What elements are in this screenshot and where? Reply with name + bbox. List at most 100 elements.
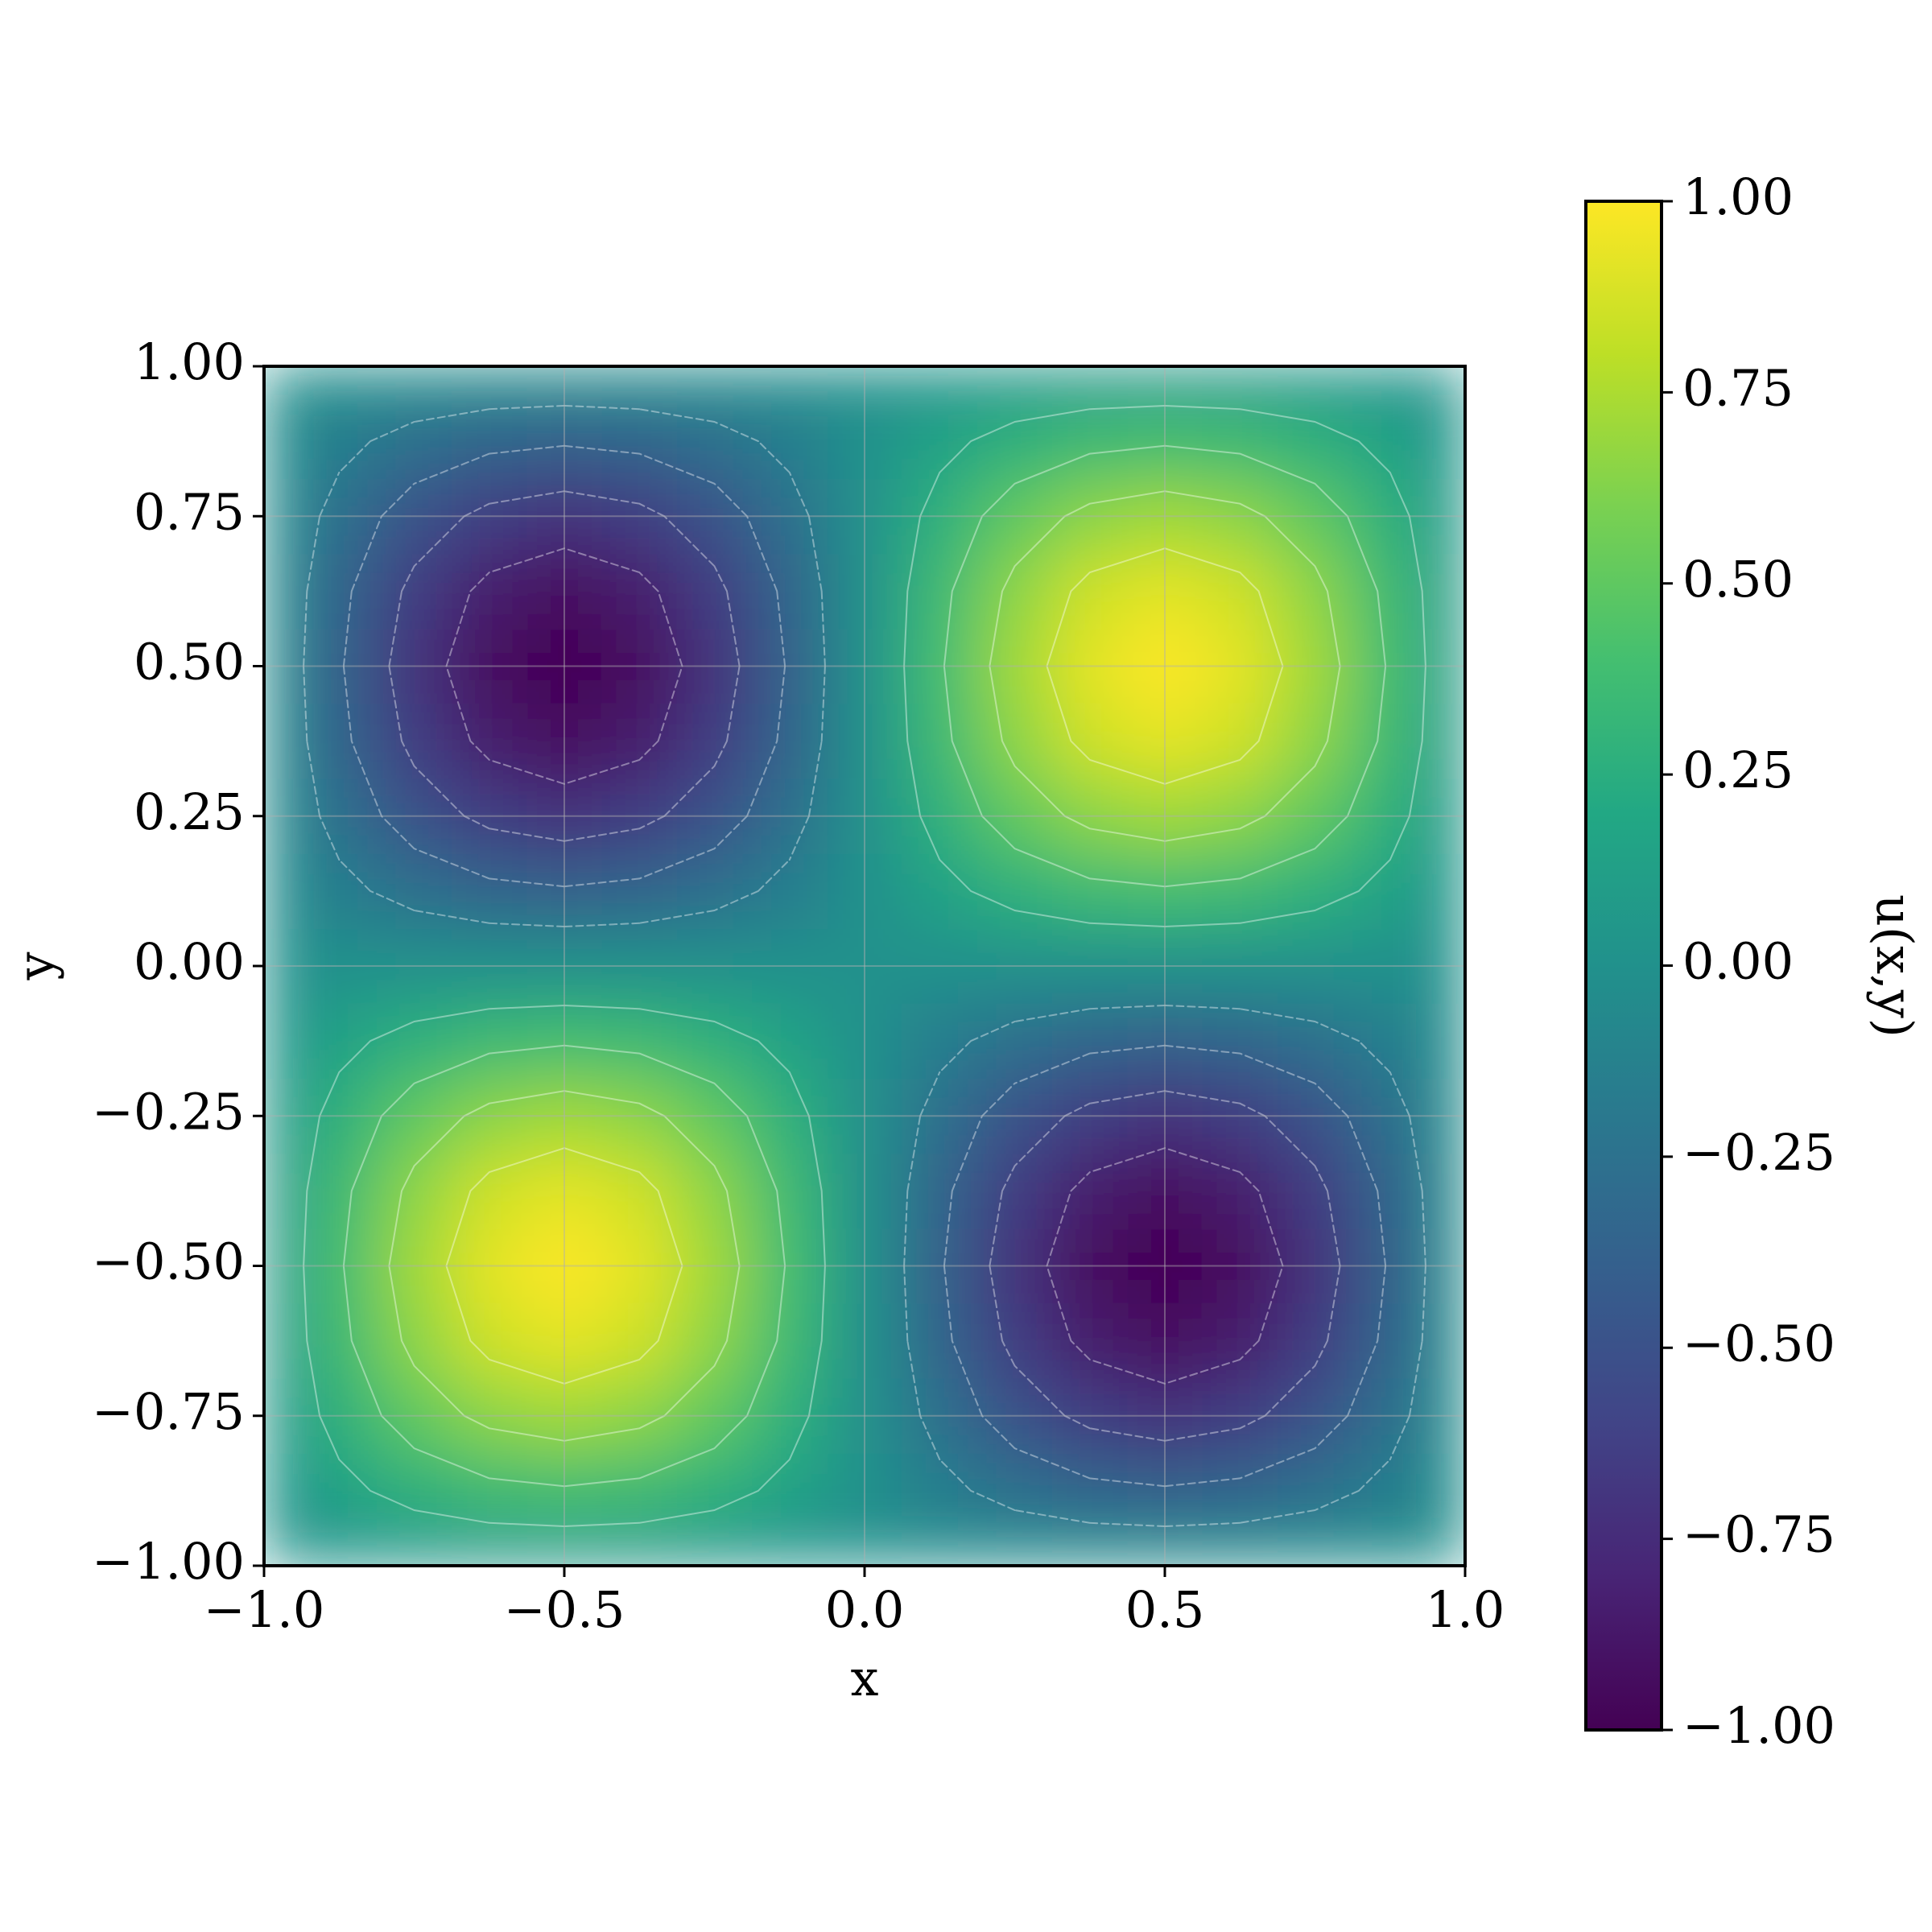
heat-cell [752,628,828,704]
heat-cell [752,366,828,405]
heat-cell [1427,553,1466,630]
heat-cell [752,778,828,854]
heat-cell [1277,1003,1353,1080]
heat-cell [976,478,1053,555]
heat-cell [752,853,828,929]
heat-cell [676,1528,753,1567]
heat-cell [1352,1303,1428,1379]
heat-cell [902,1228,978,1304]
heat-cell [1277,478,1353,555]
heat-cell [752,928,828,1005]
heat-cell [601,853,678,929]
heat-cell [676,1078,753,1154]
heat-cell [1202,1453,1278,1529]
heat-cell [676,553,753,630]
heat-cell [1352,1078,1428,1154]
heat-cell [1052,1003,1128,1080]
heat-cell [601,704,678,779]
heat-cell [902,366,978,405]
heat-cell [827,366,903,405]
heat-cell [827,704,903,779]
heat-cell [376,553,452,630]
heat-cell [452,1453,527,1529]
heat-cell [1202,1303,1278,1379]
heat-cell [902,853,978,929]
heat-cell [1127,853,1203,929]
heat-cell [526,704,603,779]
heat-cell [601,628,678,704]
heat-cell [376,704,452,779]
y-tick-label: −0.75 [92,1382,245,1441]
heat-cell [1052,366,1128,405]
heat-cell [376,366,452,405]
heat-cell [1352,928,1428,1005]
heat-cell [827,778,903,854]
y-tick-label: −0.25 [92,1082,245,1141]
heat-cell [601,553,678,630]
heat-cell [1127,403,1203,480]
heat-cell [1202,778,1278,854]
heat-cell [301,1453,378,1529]
heat-cell [1202,1153,1278,1229]
heat-cell [827,1078,903,1154]
heat-cell [301,553,378,630]
heat-cell [526,366,603,405]
heat-cell [827,1303,903,1379]
heat-cell [676,778,753,854]
heat-cell [1127,366,1203,405]
heat-cell [301,704,378,779]
heat-cell [827,1228,903,1304]
heat-cell [526,1078,603,1154]
x-tick-label: −1.0 [204,1580,325,1639]
y-tick-label: −0.50 [92,1232,245,1291]
heat-cell [376,403,452,480]
heat-cell [452,628,527,704]
heat-cell [452,1153,527,1229]
heat-cell [264,1378,303,1454]
heat-cell [827,928,903,1005]
heat-cell [1127,1453,1203,1529]
heat-cell [676,1228,753,1304]
heat-cell [264,1003,303,1080]
heat-cell [676,1153,753,1229]
heat-cell [452,1528,527,1567]
heat-cell [1352,778,1428,854]
heat-cell [1127,1303,1203,1379]
heat-cell [526,1153,603,1229]
heat-cell [827,1528,903,1567]
heat-cell [752,1003,828,1080]
heat-cell [902,1003,978,1080]
heat-cell [264,853,303,929]
heat-cell [976,704,1053,779]
heat-cell [1052,1078,1128,1154]
heat-cell [301,1303,378,1379]
heat-cell [676,704,753,779]
heat-cell [1202,928,1278,1005]
heat-cell [601,366,678,405]
heat-cell [676,1003,753,1080]
colorbar-tick-label: −1.00 [1682,1696,1835,1755]
heat-cell [1052,628,1128,704]
colorbar-tick-label: 1.00 [1682,167,1794,226]
heat-cell [452,553,527,630]
heat-cell [1352,853,1428,929]
heat-cell [1052,1303,1128,1379]
heat-cell [301,928,378,1005]
heat-cell [452,478,527,555]
y-tick-label: −1.00 [92,1532,245,1591]
heat-cell [1052,1378,1128,1454]
heat-cell [301,628,378,704]
heat-cell [752,1228,828,1304]
heat-cell [452,366,527,405]
heat-cell [601,928,678,1005]
heat-cell [1427,704,1466,779]
heat-cell [1427,778,1466,854]
heat-cell [264,704,303,779]
heat-cell [452,778,527,854]
x-tick-label: −0.5 [504,1580,625,1639]
heat-cell [264,1528,303,1567]
heat-cell [264,1453,303,1529]
heat-cell [752,1528,828,1567]
heat-cell [1277,1153,1353,1229]
contour-line [303,405,1426,1527]
